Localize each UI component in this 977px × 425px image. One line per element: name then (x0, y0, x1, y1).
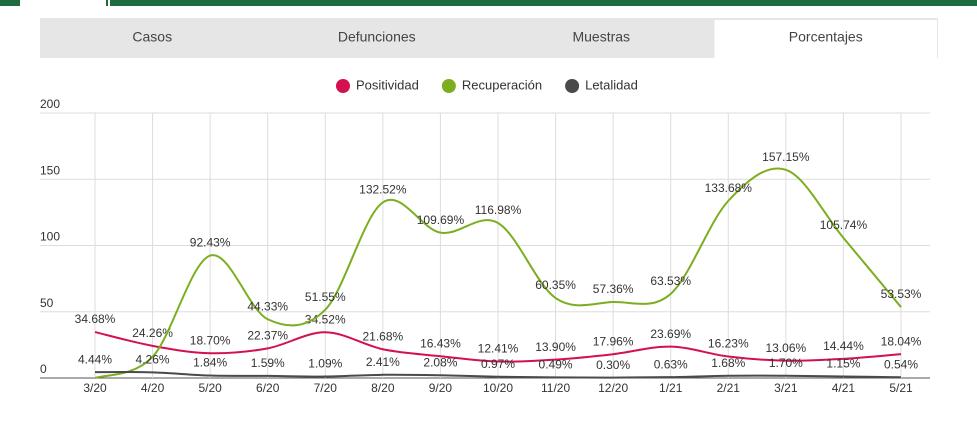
legend-label[interactable]: Letalidad (585, 77, 638, 92)
y-tick-label: 100 (40, 230, 60, 244)
x-tick-label: 11/20 (541, 381, 570, 395)
x-tick-label: 1/21 (659, 381, 683, 395)
x-tick-label: 3/20 (83, 381, 107, 395)
data-label: 23.69% (650, 327, 691, 341)
data-label: 17.96% (593, 334, 634, 348)
data-label: 1.59% (251, 356, 285, 370)
tab-label[interactable]: Porcentajes (789, 29, 863, 45)
legend-label[interactable]: Positividad (356, 77, 419, 92)
y-tick-label: 50 (40, 296, 54, 310)
data-label: 34.52% (305, 312, 346, 326)
x-tick-label: 6/20 (256, 381, 280, 395)
data-label: 24.26% (132, 326, 173, 340)
data-label: 132.52% (359, 183, 407, 197)
data-label: 157.15% (762, 150, 810, 164)
data-label: 4.26% (136, 353, 170, 367)
data-label: 44.33% (247, 299, 288, 313)
x-tick-label: 12/20 (598, 381, 628, 395)
series-line (94, 371, 902, 379)
legend-marker[interactable] (336, 79, 350, 93)
data-label: 63.53% (650, 274, 691, 288)
legend-marker[interactable] (565, 79, 580, 93)
series-line (94, 331, 902, 363)
data-label: 60.35% (535, 278, 576, 292)
x-tick-label: 2/21 (717, 381, 741, 395)
data-label: 4.44% (78, 352, 112, 366)
y-tick-label: 200 (40, 97, 60, 111)
series-line (94, 167, 902, 379)
top-bar (0, 0, 977, 6)
data-label: 116.98% (475, 203, 522, 217)
data-label: 1.09% (308, 357, 342, 371)
x-tick-label: 8/20 (371, 381, 395, 395)
tab-label[interactable]: Defunciones (338, 29, 416, 45)
data-label: 1.68% (711, 356, 745, 370)
data-label: 16.23% (708, 337, 749, 351)
data-label: 18.70% (190, 333, 231, 347)
data-label: 21.68% (363, 329, 404, 343)
data-label: 109.69% (417, 213, 465, 227)
data-label: 57.36% (593, 282, 634, 296)
x-tick-label: 10/20 (483, 381, 513, 395)
x-tick-label: 9/20 (429, 381, 453, 395)
data-label: 1.15% (826, 357, 860, 371)
data-label: 22.37% (247, 329, 288, 343)
data-label: 2.41% (366, 355, 400, 369)
data-label: 133.68% (705, 181, 753, 195)
data-label: 51.55% (305, 290, 346, 304)
data-label: 34.68% (75, 312, 116, 326)
data-label: 13.90% (535, 340, 576, 354)
legend-marker[interactable] (441, 79, 456, 93)
data-label: 0.63% (654, 357, 688, 371)
tab-label[interactable]: Muestras (572, 29, 630, 45)
x-tick-label: 5/21 (889, 381, 913, 395)
data-label: 0.49% (539, 358, 573, 372)
x-tick-label: 4/20 (141, 381, 165, 395)
data-label: 92.43% (190, 236, 231, 250)
data-label: 14.44% (823, 339, 864, 353)
data-label: 1.84% (193, 356, 227, 370)
data-label: 13.06% (766, 341, 807, 355)
data-label: 18.04% (881, 334, 922, 348)
data-label: 12.41% (478, 342, 519, 356)
data-label: 1.70% (769, 356, 803, 370)
data-label: 53.53% (881, 287, 922, 301)
data-label: 0.54% (884, 357, 918, 371)
x-tick-label: 5/20 (198, 381, 222, 395)
top-bar-notch (20, 0, 106, 6)
data-label: 0.30% (596, 358, 630, 372)
y-tick-label: 0 (40, 362, 47, 376)
active-tab[interactable] (714, 20, 938, 58)
data-label: 0.97% (481, 357, 515, 371)
data-label: 16.43% (420, 336, 461, 350)
x-tick-label: 4/21 (832, 381, 856, 395)
x-tick-label: 7/20 (314, 381, 338, 395)
legend-label[interactable]: Recuperación (462, 77, 542, 92)
top-bar-notch (108, 0, 110, 6)
data-label: 2.08% (423, 355, 457, 369)
tab-label[interactable]: Casos (132, 29, 172, 45)
x-tick-label: 3/21 (774, 381, 798, 395)
y-tick-label: 150 (40, 163, 60, 177)
data-label: 105.74% (820, 218, 868, 232)
